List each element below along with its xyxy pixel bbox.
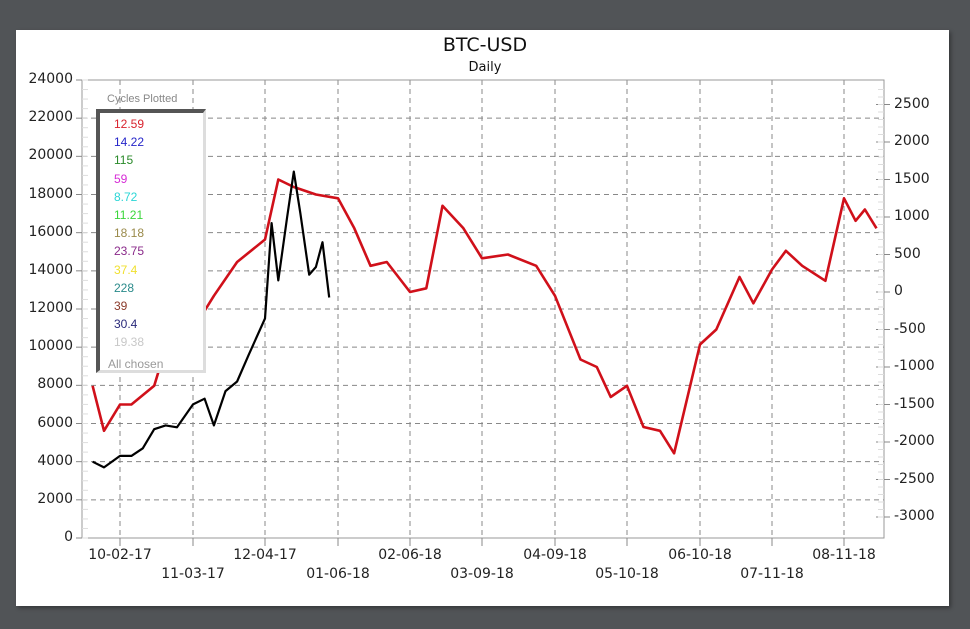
x-tick-label: 07-11-18: [740, 566, 804, 582]
legend-item[interactable]: 11.21: [114, 208, 144, 222]
y-tick-label: 6000: [37, 414, 73, 431]
x-tick-label: 10-02-17: [88, 547, 152, 563]
chart-subtitle: Daily: [468, 60, 502, 75]
legend-item[interactable]: 8.72: [114, 189, 138, 204]
y-tick-label: 16000: [28, 223, 73, 240]
legend[interactable]: All chosen 12.59 14.22 115 59 8.72 11.21 18.18…: [96, 109, 206, 373]
legend-item[interactable]: 39: [114, 299, 128, 313]
y-right-tick-label: 1000: [894, 208, 930, 224]
y-right-tick-label: 2000: [894, 133, 930, 149]
x-tick-label: 06-10-18: [668, 547, 732, 563]
x-tick-label: 01-06-18: [306, 566, 370, 582]
chart-title: BTC-USD: [442, 34, 528, 56]
legend-all-chosen[interactable]: All chosen: [108, 357, 164, 371]
y-right-tick-label: 1500: [894, 170, 930, 187]
x-tick-label: 03-09-18: [450, 566, 514, 582]
price-line: [92, 170, 331, 469]
y-tick-label: 24000: [28, 71, 73, 87]
y-tick-label: 2000: [37, 490, 73, 507]
legend-item[interactable]: 115: [114, 153, 134, 168]
legend-item[interactable]: 228: [114, 280, 135, 295]
y-tick-label: 0: [64, 529, 73, 545]
legend-item[interactable]: 37.4: [114, 262, 138, 277]
y-right-tick-label: -3000: [894, 508, 935, 524]
y-right-tick-label: 2500: [894, 95, 930, 112]
y-tick-label: 22000: [28, 109, 73, 126]
legend-title: Cycles Plotted: [107, 93, 178, 105]
legend-item[interactable]: 12.59: [114, 117, 145, 131]
legend-item[interactable]: 14.22: [114, 135, 145, 150]
x-tick-label: 11-03-17: [161, 566, 225, 582]
y-right-tick-label: -500: [894, 320, 926, 337]
y-tick-label: 10000: [28, 338, 73, 355]
x-tick-label: 02-06-18: [378, 547, 442, 563]
y-right-tick-label: 500: [894, 245, 921, 262]
legend-item[interactable]: 18.18: [114, 226, 145, 241]
x-tick-label: 08-11-18: [812, 547, 876, 563]
y-tick-label: 12000: [28, 300, 73, 316]
y-right-tick-label: -2000: [894, 433, 935, 449]
x-tick-label: 05-10-18: [595, 566, 659, 582]
y-tick-label: 4000: [37, 452, 73, 469]
y-right-tick-label: -1000: [894, 358, 935, 374]
y-right-tick-label: -2500: [894, 470, 935, 487]
y-tick-label: 18000: [28, 185, 73, 202]
x-tick-label: 12-04-17: [233, 547, 297, 563]
y-tick-label: 20000: [28, 147, 73, 164]
x-tick-label: 04-09-18: [523, 547, 587, 563]
legend-item[interactable]: 23.75: [114, 244, 145, 259]
y-right-tick-label: 0: [894, 283, 903, 299]
legend-item[interactable]: 30.4: [114, 317, 138, 332]
y-right-tick-label: -1500: [894, 395, 935, 412]
legend-item[interactable]: 19.38: [114, 335, 145, 350]
legend-item[interactable]: 59: [114, 171, 128, 186]
y-tick-label: 14000: [28, 261, 73, 278]
y-tick-label: 8000: [37, 376, 73, 393]
axis-ticks: [76, 79, 890, 546]
